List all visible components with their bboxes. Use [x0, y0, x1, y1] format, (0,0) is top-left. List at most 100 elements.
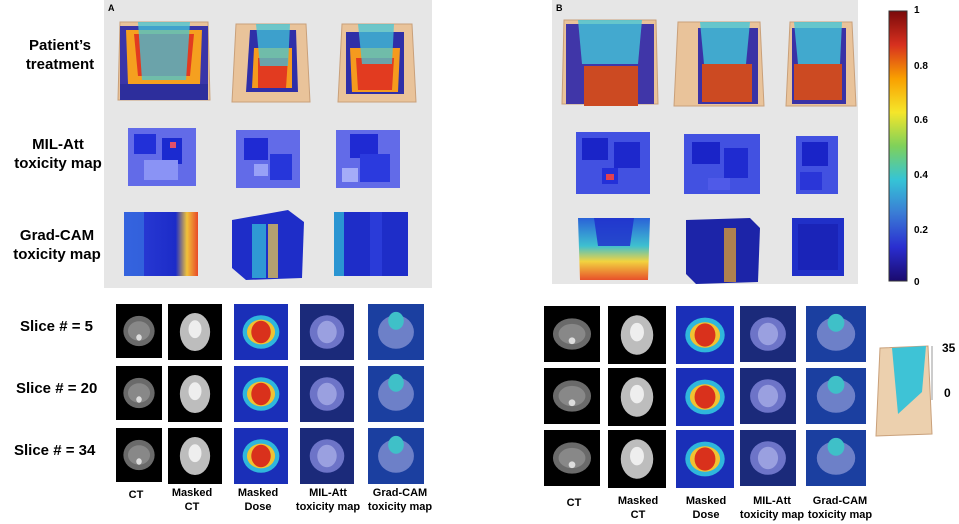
- panel-b-milatt-oblique: [790, 128, 846, 200]
- left-slice-0-ct-image: [116, 304, 162, 358]
- left-slice-0-dose-image: [234, 304, 288, 360]
- panel-a-gradcam-front: [120, 208, 202, 280]
- col-label-left-gradcam-l2: toxicity map: [367, 501, 433, 513]
- slice-label-5: Slice # = 5: [20, 318, 93, 335]
- col-label-left-ct: CT: [116, 488, 156, 502]
- right-slice-1-ct-image: [544, 368, 600, 424]
- left-slice-0-grad-image: [368, 304, 424, 360]
- row-label-milatt: MIL-Att toxicity map: [6, 135, 110, 173]
- panel-b-treatment-front: [558, 14, 662, 108]
- colorbar-tick-0.6: 0.6: [914, 115, 928, 126]
- col-label-right-milatt: MIL-Att toxicity map: [732, 494, 812, 522]
- col-label-right-gradcam-l1: Grad-CAM: [812, 495, 868, 507]
- right-slice-2-dose-image: [676, 430, 734, 488]
- col-label-left-maskeddose-l1: Masked: [237, 487, 279, 499]
- left-slice-2-grad-image: [368, 428, 424, 484]
- panel-b-gradcam-front: [574, 214, 654, 284]
- col-label-right-maskeddose-l2: Dose: [692, 509, 720, 521]
- left-slice-1-dose-image: [234, 366, 288, 422]
- left-slice-2-ct-image: [116, 428, 162, 482]
- panel-a-milatt-front: [122, 124, 202, 190]
- left-slice-1-ct-image: [116, 366, 162, 420]
- panel-b-treatment-oblique: [782, 14, 862, 110]
- col-label-right-ct: CT: [554, 496, 594, 510]
- panel-a-treatment-oblique: [332, 18, 422, 108]
- colorbar-tick-1: 1: [914, 5, 920, 16]
- panel-a-treatment-side: [226, 18, 316, 108]
- right-slice-0-mct-image: [608, 306, 666, 364]
- left-slice-1-grad-image: [368, 366, 424, 422]
- panel-b-label: B: [556, 3, 563, 13]
- col-label-right-gradcam: Grad-CAM toxicity map: [800, 494, 880, 522]
- panel-a-label: A: [108, 3, 115, 13]
- row-label-treatment: Patient’s treatment: [10, 36, 110, 74]
- col-label-left-ct-l1: CT: [128, 489, 144, 501]
- right-slice-2-ct-image: [544, 430, 600, 486]
- panel-b-gradcam-oblique: [788, 214, 848, 280]
- panel-a-treatment-front: [112, 14, 216, 106]
- left-slice-2-mil-image: [300, 428, 354, 484]
- colorbar-tick-0: 0: [914, 277, 920, 288]
- left-slice-1-mct-image: [168, 366, 222, 422]
- right-slice-2-grad-image: [806, 430, 866, 486]
- col-label-left-milatt: MIL-Att toxicity map: [288, 486, 368, 514]
- col-label-right-milatt-l2: toxicity map: [739, 509, 805, 521]
- left-slice-1-mil-image: [300, 366, 354, 422]
- panel-a-gradcam-oblique: [330, 208, 412, 280]
- col-label-right-ct-l1: CT: [566, 497, 582, 509]
- col-label-left-gradcam-l1: Grad-CAM: [372, 487, 428, 499]
- row-label-treatment-line2: treatment: [25, 56, 95, 73]
- right-slice-0-ct-image: [544, 306, 600, 362]
- right-slice-1-grad-image: [806, 368, 866, 424]
- col-label-right-milatt-l1: MIL-Att: [753, 495, 791, 507]
- col-label-right-maskedct: Masked CT: [608, 494, 668, 522]
- right-slice-2-mil-image: [740, 430, 796, 486]
- col-label-left-milatt-l1: MIL-Att: [309, 487, 347, 499]
- panel-b-treatment-side: [670, 14, 770, 110]
- slice-label-20: Slice # = 20: [16, 380, 98, 397]
- right-slice-0-grad-image: [806, 306, 866, 362]
- col-label-left-maskeddose: Masked Dose: [228, 486, 288, 514]
- col-label-right-maskeddose: Masked Dose: [676, 494, 736, 522]
- panel-b-gradcam-side: [680, 214, 766, 286]
- colorbar: [888, 10, 908, 282]
- colorbar-tick-0.4: 0.4: [914, 170, 928, 181]
- col-label-left-maskedct-l1: Masked: [171, 487, 213, 499]
- left-slice-2-dose-image: [234, 428, 288, 484]
- col-label-right-maskedct-l2: CT: [630, 509, 646, 521]
- col-label-right-maskedct-l1: Masked: [617, 495, 659, 507]
- panel-b-milatt-side: [678, 128, 768, 200]
- right-slice-1-mil-image: [740, 368, 796, 424]
- colorbar-gradient: [888, 10, 908, 282]
- row-label-treatment-line1: Patient’s: [29, 37, 91, 54]
- panel-a-gradcam-side: [226, 208, 310, 282]
- colorbar-tick-0.8: 0.8: [914, 61, 928, 72]
- left-slice-0-mct-image: [168, 304, 222, 360]
- slice-label-34: Slice # = 34: [14, 442, 96, 459]
- panel-a-milatt-oblique: [330, 124, 410, 194]
- row-label-gradcam: Grad-CAM toxicity map: [2, 226, 112, 264]
- right-slice-1-mct-image: [608, 368, 666, 426]
- row-label-gradcam-line1: Grad-CAM: [19, 227, 95, 244]
- col-label-left-gradcam: Grad-CAM toxicity map: [360, 486, 440, 514]
- col-label-left-milatt-l2: toxicity map: [295, 501, 361, 513]
- left-slice-0-mil-image: [300, 304, 354, 360]
- right-slice-2-mct-image: [608, 430, 666, 488]
- right-slice-1-dose-image: [676, 368, 734, 426]
- col-label-right-maskeddose-l1: Masked: [685, 495, 727, 507]
- mini-body-render: [870, 340, 940, 440]
- row-label-milatt-line1: MIL-Att: [32, 136, 84, 153]
- col-label-left-maskedct-l2: CT: [184, 501, 200, 513]
- mini-scale-tick-0: 0: [944, 386, 951, 400]
- panel-b-milatt-front: [572, 128, 654, 198]
- row-label-gradcam-line2: toxicity map: [13, 246, 101, 263]
- row-label-milatt-line2: toxicity map: [14, 155, 102, 172]
- col-label-left-maskedct: Masked CT: [162, 486, 222, 514]
- panel-a-milatt-side: [230, 124, 310, 194]
- left-slice-2-mct-image: [168, 428, 222, 484]
- col-label-right-gradcam-l2: toxicity map: [807, 509, 873, 521]
- colorbar-tick-0.2: 0.2: [914, 225, 928, 236]
- col-label-left-maskeddose-l2: Dose: [244, 501, 272, 513]
- right-slice-0-mil-image: [740, 306, 796, 362]
- right-slice-0-dose-image: [676, 306, 734, 364]
